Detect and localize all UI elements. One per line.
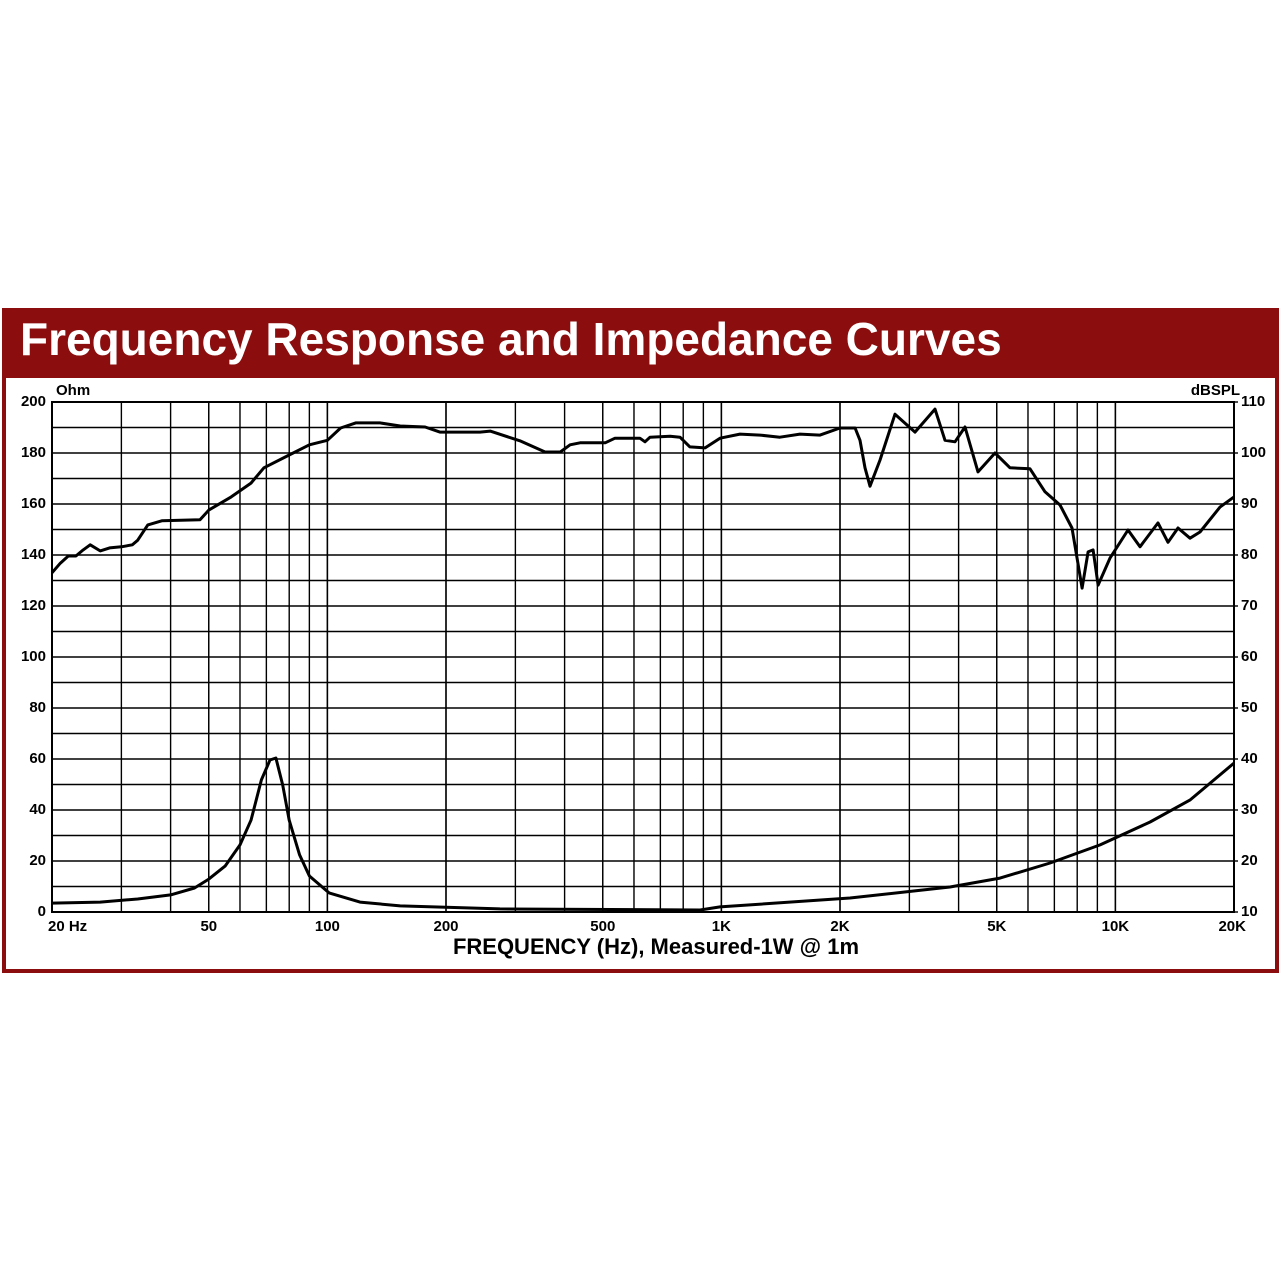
x-tick-label: 200 <box>433 918 458 935</box>
x-tick-label: 20 Hz <box>48 918 87 935</box>
plot-border <box>51 401 1235 913</box>
y-axis-label: Ohm <box>56 382 90 399</box>
y2-tick-label: 100 <box>1241 444 1266 461</box>
y2-tick-label: 20 <box>1241 852 1258 869</box>
y-tick-label: 140 <box>21 546 46 563</box>
y2-tick-label: 40 <box>1241 750 1258 767</box>
y2-tick-label: 50 <box>1241 699 1258 716</box>
y-tick-label: 20 <box>29 852 46 869</box>
x-tick-label: 2K <box>830 918 849 935</box>
y-tick-label: 180 <box>21 444 46 461</box>
y2-tick-label: 70 <box>1241 597 1258 614</box>
y2-tick-label: 30 <box>1241 801 1258 818</box>
y2-tick-label: 110 <box>1241 393 1265 410</box>
x-tick-label: 10K <box>1102 918 1130 935</box>
x-tick-label: 50 <box>200 918 217 935</box>
y2-tick-label: 90 <box>1241 495 1258 512</box>
y2-axis-label: dBSPL <box>1191 382 1240 399</box>
title-bar <box>4 310 1277 378</box>
series-line <box>51 756 1235 912</box>
chart-title: Frequency Response and Impedance Curves <box>20 313 1002 365</box>
y2-tick-label: 60 <box>1241 648 1258 665</box>
y-tick-label: 100 <box>21 648 46 665</box>
y-tick-label: 0 <box>38 903 46 920</box>
y-tick-label: 40 <box>29 801 46 818</box>
y-tick-label: 60 <box>29 750 46 767</box>
x-tick-label: 100 <box>315 918 340 935</box>
frame <box>2 308 1279 973</box>
x-tick-label: 5K <box>987 918 1006 935</box>
y2-tick-label: 80 <box>1241 546 1258 563</box>
x-axis-label: FREQUENCY (Hz), Measured-1W @ 1m <box>453 934 859 959</box>
series-line <box>50 407 1235 590</box>
y-tick-label: 80 <box>29 699 46 716</box>
y-tick-label: 200 <box>21 393 46 410</box>
x-tick-label: 20K <box>1218 918 1246 935</box>
x-tick-label: 1K <box>712 918 731 935</box>
x-tick-label: 500 <box>590 918 615 935</box>
y2-tick-label: 10 <box>1241 903 1258 920</box>
y-tick-label: 160 <box>21 495 46 512</box>
y-tick-label: 120 <box>21 597 46 614</box>
